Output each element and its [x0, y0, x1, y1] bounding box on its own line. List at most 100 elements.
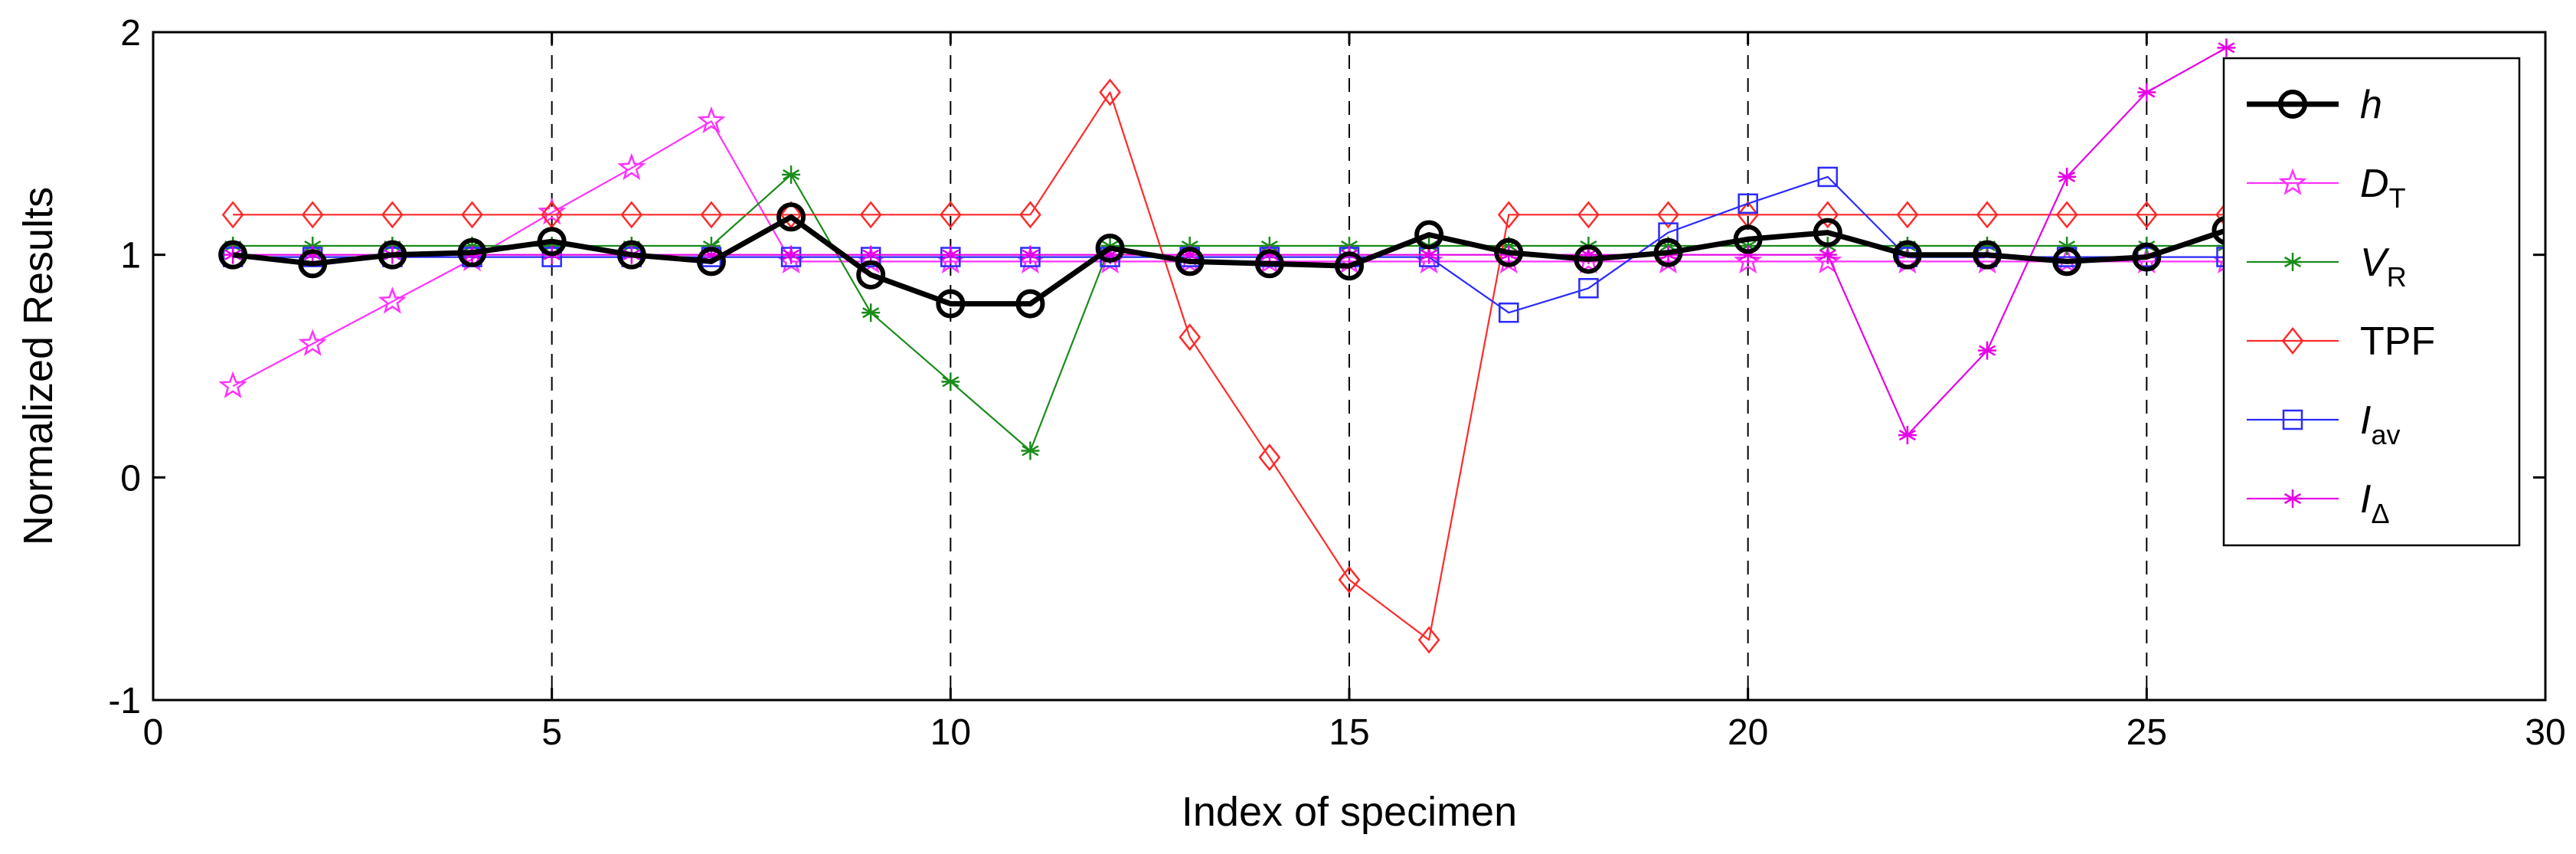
series-line-Iav	[233, 175, 2227, 314]
data-point-h-25	[2132, 242, 2162, 272]
y-tick-label-0: 0	[120, 458, 141, 499]
data-point-TPF-14	[1258, 443, 1281, 472]
data-point-h-12	[1095, 233, 1125, 263]
data-point-h-9	[856, 260, 886, 290]
data-point-TPF-13	[1178, 323, 1201, 352]
data-point-Idelta-24	[2058, 167, 2077, 186]
series-h	[218, 202, 2241, 319]
data-point-h-3	[378, 240, 407, 270]
data-point-h-15	[1335, 251, 1364, 281]
data-point-h-10	[936, 289, 966, 319]
legend-label-TPF: TPF	[2360, 319, 2435, 364]
legend-label-h: h	[2360, 83, 2382, 127]
data-point-Iav-21	[1817, 166, 1839, 188]
data-point-h-24	[2052, 247, 2082, 276]
data-point-h-7	[696, 247, 726, 276]
legend-label-main-h: h	[2360, 83, 2382, 127]
x-tick-label-25: 25	[2127, 712, 2167, 753]
data-point-DT-7	[697, 106, 726, 134]
series-TPF	[221, 78, 2238, 654]
legend-entry-Idelta: IΔ	[2247, 477, 2390, 529]
legend-marker-VR	[2283, 253, 2302, 271]
x-tick-label-15: 15	[1329, 712, 1369, 753]
legend-label-sub-Iav: av	[2371, 419, 2400, 450]
series-line-TPF	[233, 91, 2227, 641]
legend-entry-h: h	[2247, 83, 2382, 127]
legend-box	[2222, 57, 2521, 547]
data-point-h-6	[616, 240, 646, 270]
data-point-TPF-21	[1816, 201, 1839, 229]
x-tick-label-5: 5	[541, 712, 562, 753]
y-tick-label-1: 1	[120, 236, 141, 276]
data-point-h-16	[1414, 220, 1444, 250]
data-point-TPF-9	[859, 201, 882, 229]
y-tick-label-2: 2	[120, 13, 141, 54]
legend-entry-VR: VR	[2247, 240, 2407, 293]
legend-label-sub-DT: T	[2389, 182, 2406, 214]
data-point-Idelta-26	[2217, 38, 2236, 57]
data-point-TPF-24	[2055, 201, 2078, 229]
data-point-h-18	[1574, 244, 1603, 274]
legend-marker-Iav	[2282, 409, 2303, 430]
data-point-TPF-16	[1417, 626, 1440, 654]
data-point-Idelta-8	[782, 245, 801, 264]
legend-label-main-VR: V	[2360, 240, 2390, 285]
legend-label-main-DT: D	[2360, 162, 2389, 206]
data-point-DT-20	[1733, 246, 1763, 274]
data-point-h-14	[1254, 249, 1284, 279]
data-point-TPF-2	[301, 201, 324, 229]
data-point-TPF-25	[2135, 201, 2158, 229]
data-point-TPF-10	[939, 201, 962, 229]
data-point-DT-21	[1813, 246, 1842, 274]
legend-label-VR: VR	[2360, 240, 2407, 293]
data-point-h-8	[776, 202, 806, 232]
data-point-Iav-20	[1737, 193, 1758, 214]
data-point-h-4	[457, 237, 487, 267]
legend-marker-h	[2278, 90, 2307, 119]
data-point-TPF-17	[1497, 201, 1520, 229]
data-point-TPF-1	[221, 201, 244, 229]
data-point-TPF-3	[381, 201, 404, 229]
legend-label-Iav: Iav	[2360, 398, 2400, 450]
data-point-DT-1	[218, 371, 247, 398]
legend-label-main-TPF: TPF	[2360, 319, 2435, 364]
data-point-VR-10	[941, 372, 960, 391]
legend-marker-DT	[2278, 168, 2307, 195]
data-point-TPF-11	[1019, 201, 1041, 229]
data-point-Idelta-9	[861, 245, 881, 264]
data-point-Idelta-11	[1021, 245, 1040, 264]
data-point-Idelta-22	[1898, 426, 1917, 445]
data-point-DT-6	[617, 152, 646, 181]
data-point-h-20	[1733, 224, 1763, 254]
x-tick-label-10: 10	[930, 712, 971, 753]
data-point-TPF-6	[620, 201, 643, 229]
legend-label-main-Idelta: I	[2360, 477, 2371, 522]
data-point-Idelta-21	[1818, 245, 1837, 264]
data-point-h-5	[537, 227, 567, 257]
data-point-VR-8	[782, 165, 801, 185]
data-point-DT-3	[378, 286, 407, 314]
data-point-TPF-15	[1338, 566, 1361, 594]
data-point-h-17	[1494, 237, 1524, 267]
data-point-VR-11	[1021, 441, 1040, 460]
legend-label-main-Iav: I	[2360, 398, 2371, 443]
data-point-Idelta-10	[941, 245, 960, 264]
data-point-h-22	[1892, 240, 1922, 270]
data-point-h-13	[1175, 247, 1205, 276]
data-point-h-2	[298, 249, 328, 279]
data-point-TPF-18	[1577, 201, 1600, 229]
data-point-h-1	[218, 240, 248, 270]
data-point-Idelta-23	[1978, 341, 1997, 360]
legend-label-DT: DT	[2360, 162, 2406, 214]
data-point-TPF-7	[700, 201, 723, 229]
data-point-h-11	[1015, 289, 1045, 319]
data-point-TPF-12	[1099, 78, 1122, 106]
y-axis-title: Normalized Results	[15, 187, 61, 545]
legend-marker-Idelta	[2283, 489, 2302, 508]
series-line-Idelta	[233, 47, 2228, 437]
data-point-VR-9	[861, 303, 881, 322]
legend-entry-Iav: Iav	[2247, 398, 2400, 450]
